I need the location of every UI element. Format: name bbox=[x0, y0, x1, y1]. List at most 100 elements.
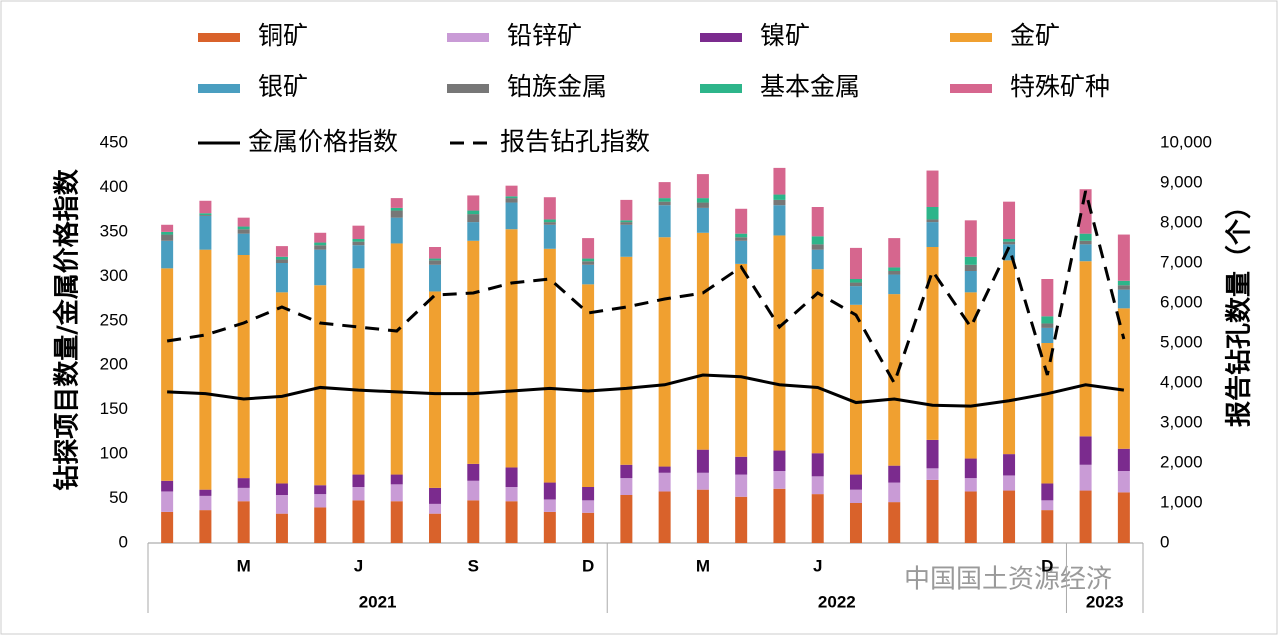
legend-label: 镍矿 bbox=[760, 21, 810, 50]
bar-segment bbox=[505, 198, 518, 203]
legend-label: 金矿 bbox=[1010, 21, 1060, 50]
bar-segment bbox=[237, 233, 250, 255]
bar-segment bbox=[1003, 201, 1016, 239]
bar-segment bbox=[1041, 327, 1054, 343]
bar-segment bbox=[735, 237, 748, 241]
bar-segment bbox=[811, 249, 824, 270]
y2-tick-label: 8,000 bbox=[1160, 212, 1203, 231]
bar-segment bbox=[237, 501, 250, 543]
bar-segment bbox=[1117, 492, 1130, 543]
x-tick-label: D bbox=[582, 556, 594, 575]
y-axis-title: 钻探项目数量/金属价格指数 bbox=[52, 168, 83, 490]
bar-segment bbox=[1117, 308, 1130, 449]
bar-segment bbox=[314, 245, 327, 250]
bar-segment bbox=[888, 267, 901, 271]
bar-segment bbox=[1117, 285, 1130, 290]
bar-segment bbox=[1079, 436, 1092, 465]
bar-segment bbox=[1003, 239, 1016, 242]
bar-segment bbox=[275, 263, 288, 293]
bar-segment bbox=[735, 240, 748, 264]
line bbox=[167, 373, 1125, 408]
bar-segment bbox=[505, 196, 518, 199]
bar-segment bbox=[275, 246, 288, 257]
bar-segment bbox=[1117, 280, 1130, 286]
bar-segment bbox=[505, 487, 518, 502]
bar-segment bbox=[314, 285, 327, 486]
legend-label: 铅锌矿 bbox=[507, 21, 582, 50]
x-tick-label: D bbox=[1041, 556, 1053, 575]
bar-segment bbox=[161, 268, 174, 481]
bar-segment bbox=[1041, 343, 1054, 484]
bar-segment bbox=[964, 256, 977, 265]
bar-segment bbox=[161, 231, 174, 235]
bar-segment bbox=[582, 500, 595, 513]
y2-tick-label: 6,000 bbox=[1160, 292, 1203, 311]
bar-segment bbox=[275, 259, 288, 263]
bar-segment bbox=[275, 483, 288, 495]
bar-segment bbox=[888, 502, 901, 543]
bar-segment bbox=[620, 222, 633, 225]
legend-label: 报告钻孔指数 bbox=[500, 127, 650, 156]
bar-segment bbox=[467, 214, 480, 223]
bar-segment bbox=[849, 304, 862, 475]
bar-segment bbox=[964, 271, 977, 293]
bar-segment bbox=[811, 476, 824, 495]
bar-segment bbox=[390, 207, 403, 211]
bar-segment bbox=[735, 233, 748, 238]
bar-segment bbox=[658, 201, 671, 206]
bar-segment bbox=[543, 219, 556, 223]
bar-segment bbox=[582, 284, 595, 487]
bar-segment bbox=[773, 450, 786, 471]
bar-segment bbox=[199, 215, 212, 250]
bar-segment bbox=[926, 170, 939, 207]
bar-segment bbox=[696, 232, 709, 450]
y2-tick-label: 1,000 bbox=[1160, 492, 1203, 511]
bar-segment bbox=[352, 474, 365, 487]
bar-segment bbox=[773, 488, 786, 543]
legend-swatch bbox=[447, 84, 489, 93]
bar-segment bbox=[620, 464, 633, 479]
bar-segment bbox=[773, 205, 786, 236]
bar-segment bbox=[620, 495, 633, 543]
bar-segment bbox=[1003, 260, 1016, 455]
bar-segment bbox=[1003, 490, 1016, 543]
bar-segment bbox=[811, 207, 824, 237]
bar-segment bbox=[352, 268, 365, 475]
watermark: 中国国土资源经济 bbox=[904, 565, 1112, 595]
bar-segment bbox=[467, 195, 480, 211]
bar-segment bbox=[964, 292, 977, 459]
y-tick-label: 400 bbox=[100, 177, 128, 196]
y-tick-label: 250 bbox=[100, 310, 128, 329]
y2-tick-label: 4,000 bbox=[1160, 372, 1203, 391]
bar-segment bbox=[1041, 510, 1054, 543]
bar-segment bbox=[161, 234, 174, 241]
bar-segment bbox=[849, 282, 862, 287]
bar-segment bbox=[390, 243, 403, 475]
bar-segment bbox=[888, 238, 901, 268]
bar-segment bbox=[1079, 233, 1092, 241]
y2-tick-label: 0 bbox=[1160, 532, 1169, 551]
x-tick-label: J bbox=[813, 556, 822, 575]
y-tick-label: 450 bbox=[100, 132, 128, 151]
bar-segment bbox=[467, 463, 480, 481]
bar-segment bbox=[888, 465, 901, 483]
group-label: 2021 bbox=[359, 592, 397, 611]
bar-segment bbox=[773, 471, 786, 489]
bar-segment bbox=[390, 198, 403, 208]
bar-segment bbox=[429, 264, 442, 292]
bar-segment bbox=[620, 256, 633, 465]
y-tick-label: 50 bbox=[109, 488, 128, 507]
bar-segment bbox=[582, 238, 595, 259]
bar-segment bbox=[390, 210, 403, 218]
bar-segment bbox=[161, 240, 174, 269]
bar-segment bbox=[582, 261, 595, 265]
bar-segment bbox=[696, 449, 709, 473]
bar-segment bbox=[696, 198, 709, 203]
bar-segment bbox=[275, 292, 288, 484]
bar-segment bbox=[888, 271, 901, 275]
bar-segment bbox=[199, 495, 212, 511]
bar-segment bbox=[888, 294, 901, 466]
bar-segment bbox=[543, 499, 556, 512]
bar-segment bbox=[658, 237, 671, 467]
bar-segment bbox=[811, 269, 824, 454]
